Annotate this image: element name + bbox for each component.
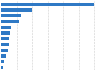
Bar [1,31,10,35]
Bar [1,8,32,12]
Bar [1,14,21,17]
Bar [1,60,4,63]
Bar [1,3,94,6]
Bar [1,66,3,69]
Bar [1,49,8,52]
Bar [1,37,9,40]
Bar [1,20,19,23]
Bar [1,54,6,58]
Bar [1,43,9,46]
Bar [1,26,11,29]
